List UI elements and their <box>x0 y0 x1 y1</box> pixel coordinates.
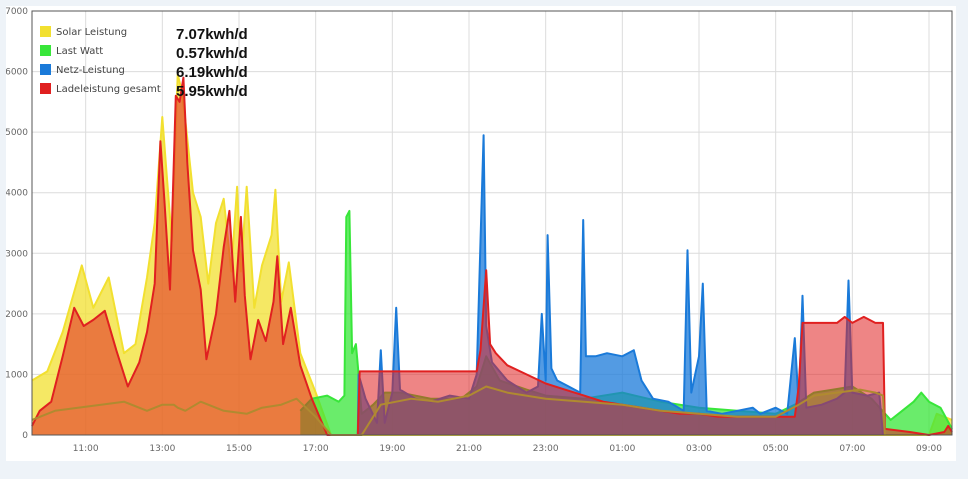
x-tick-label: 05:00 <box>763 444 789 454</box>
line-ladeleistung-gesamt <box>31 76 953 436</box>
x-tick-label: 07:00 <box>839 444 865 454</box>
y-tick-label: 5000 <box>6 128 28 138</box>
energy-stats: 7.07kwh/d 0.57kwh/d 6.19kwh/d 5.95kwh/d <box>176 26 248 100</box>
legend-swatch <box>40 45 51 56</box>
x-tick-label: 23:00 <box>533 444 559 454</box>
power-chart: 0 1000 2000 3000 4000 5000 6000 7000 11:00 13:00… <box>6 7 953 454</box>
plot-border <box>31 10 953 436</box>
legend-swatch <box>40 83 51 94</box>
x-tick-label: 03:00 <box>686 444 712 454</box>
x-tick-label: 17:00 <box>303 444 329 454</box>
energy-stat-value: 7.07kwh/d <box>176 26 248 43</box>
y-tick-label: 1000 <box>6 370 28 380</box>
x-tick-label: 01:00 <box>609 444 635 454</box>
legend-swatch <box>40 26 51 37</box>
y-tick-label: 3000 <box>6 249 28 259</box>
line-overlay <box>31 385 886 436</box>
x-tick-label: 13:00 <box>149 444 175 454</box>
y-tick-label: 0 <box>22 431 28 441</box>
x-tick-label: 15:00 <box>226 444 252 454</box>
y-tick-label: 7000 <box>6 7 28 17</box>
energy-stat-value: 6.19kwh/d <box>176 64 248 81</box>
energy-stat-value: 0.57kwh/d <box>176 45 248 62</box>
legend: Solar Leistung Last Watt Netz-Leistung Lade… <box>40 26 161 95</box>
series-areas <box>31 73 953 436</box>
y-axis-ticks: 0 1000 2000 3000 4000 5000 6000 7000 <box>6 7 28 441</box>
x-tick-label: 21:00 <box>456 444 482 454</box>
legend-label: Ladeleistung gesamt <box>56 84 161 95</box>
y-tick-label: 4000 <box>6 189 28 199</box>
area-ladeleistung-gesamt <box>32 77 952 435</box>
legend-label: Last Watt <box>56 46 103 57</box>
x-axis-ticks: 11:00 13:00 15:00 17:00 19:00 21:00 23:00 01:00… <box>73 444 943 454</box>
x-tick-label: 11:00 <box>73 444 99 454</box>
energy-stat-value: 5.95kwh/d <box>176 83 248 100</box>
legend-label: Solar Leistung <box>56 27 127 38</box>
y-tick-label: 2000 <box>6 310 28 320</box>
legend-swatch <box>40 64 51 75</box>
line-solar-leistung <box>31 73 953 436</box>
x-tick-label: 19:00 <box>379 444 405 454</box>
legend-label: Netz-Leistung <box>56 65 125 76</box>
chart-frame: 0 1000 2000 3000 4000 5000 6000 7000 11:00 13:00… <box>6 6 956 461</box>
x-tick-label: 09:00 <box>916 444 942 454</box>
y-tick-label: 6000 <box>6 68 28 78</box>
